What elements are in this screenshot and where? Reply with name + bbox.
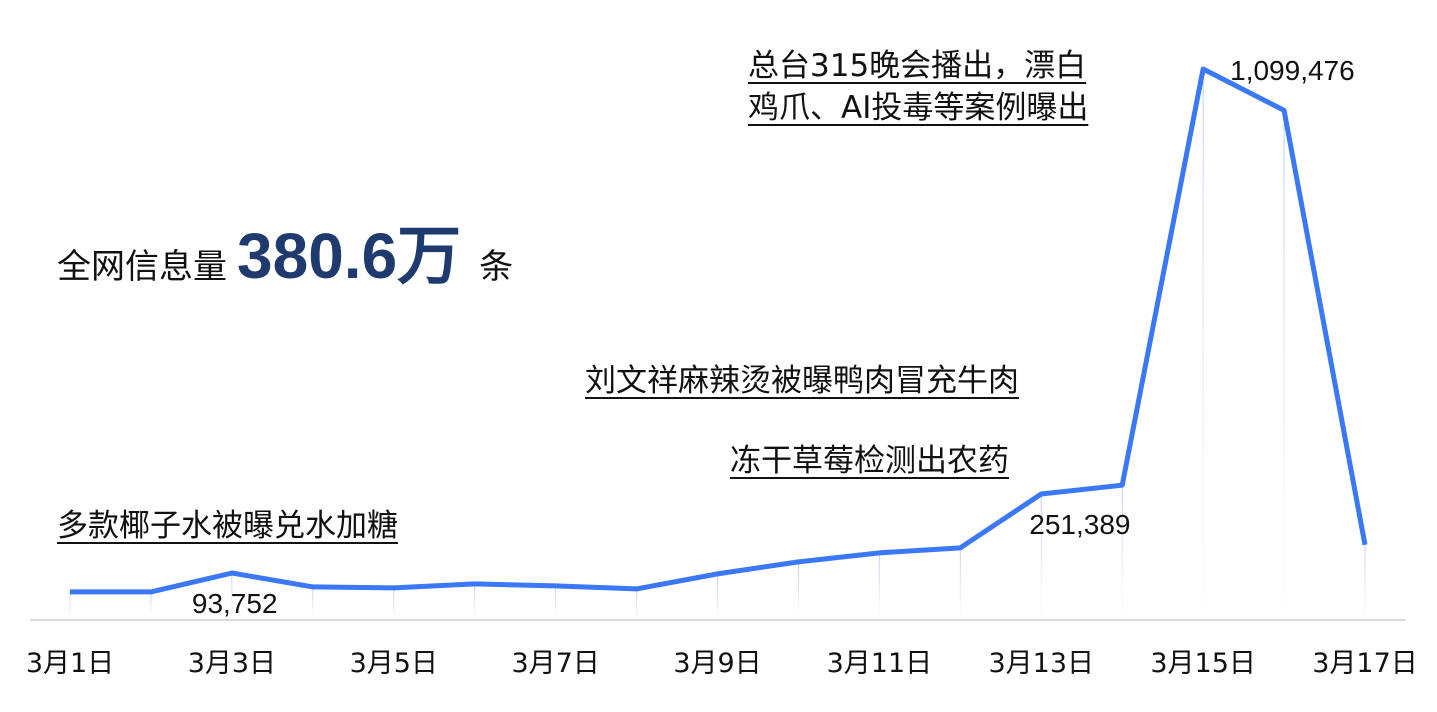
point-3月17日 [1364,544,1366,620]
point-3月8日 [636,588,638,620]
x-tick-label: 3月1日 [26,648,114,679]
point-3月1日 [69,591,71,620]
data-label: 251,389 [1029,509,1130,540]
point-3月6日 [474,583,476,620]
x-tick-label: 3月7日 [511,648,599,679]
point-3月9日 [717,573,718,620]
series-line [70,66,1368,595]
x-tick-label: 3月3日 [188,648,276,679]
summary-value: 380.6万 [237,220,462,292]
point-3月12日 [959,547,961,620]
x-tick-label: 3月5日 [350,648,438,679]
point-3月16日 [1283,110,1285,620]
point-3月10日 [797,561,799,620]
annotation-malatang: 刘文祥麻辣烫被曝鸭肉冒充牛肉 [585,363,1019,399]
x-tick-label: 3月13日 [988,648,1094,679]
point-3月11日 [878,552,880,620]
annotation-315-line1: 总台315晚会播出，漂白 [748,48,1087,84]
point-3月15日 [1202,69,1204,620]
x-tick-label: 3月15日 [1150,648,1256,679]
data-label: 1,099,476 [1230,55,1355,86]
point-3月4日 [312,586,314,620]
point-3月2日 [150,591,152,620]
data-label: 93,752 [192,588,278,619]
x-tick-label: 3月17日 [1312,648,1418,679]
annotation-315-line2: 鸡爪、AI投毒等案例曝出 [748,90,1089,126]
x-tick-label: 3月11日 [827,648,933,679]
annotation-coconut-water: 多款椰子水被曝兑水加糖 [57,508,398,544]
point-3月5日 [393,587,395,620]
summary-title: 全网信息量 380.6万条 [57,205,513,297]
point-3月7日 [555,585,557,620]
summary-suffix: 条 [479,247,514,287]
point-3月14日 [1121,485,1123,620]
annotation-strawberry: 冻干草莓检测出农药 [730,443,1009,479]
x-tick-label: 3月9日 [673,648,761,679]
summary-prefix: 全网信息量 [57,247,227,287]
point-3月3日 [231,573,233,620]
point-3月13日 [1040,494,1042,620]
